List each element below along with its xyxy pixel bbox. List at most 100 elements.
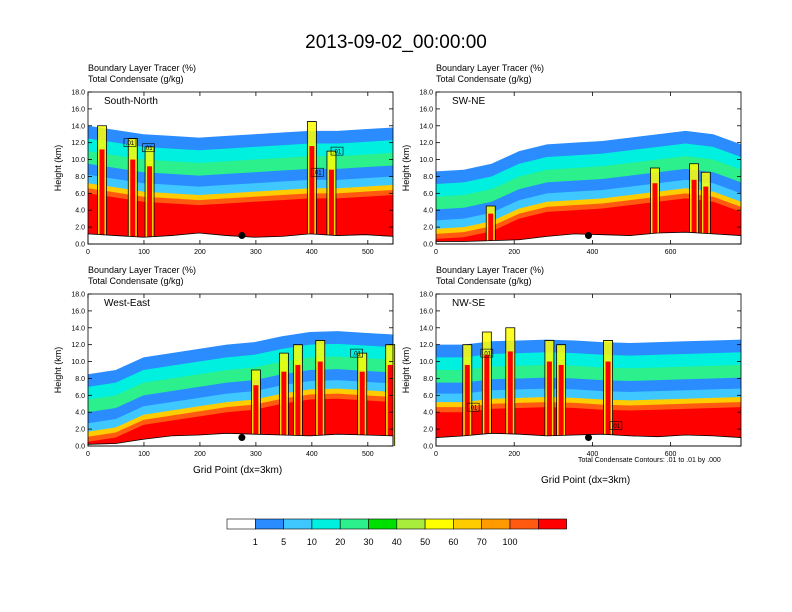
contour-label-box — [480, 348, 494, 358]
y-tick-label: 2.0 — [423, 225, 433, 232]
colorbar-swatch — [424, 518, 454, 530]
contour-label-box — [609, 421, 623, 431]
contour-label-box — [311, 167, 324, 177]
y-tick-label: 6.0 — [75, 393, 85, 400]
colorbar-swatch — [453, 518, 482, 530]
location-marker — [238, 232, 246, 240]
colorbar-swatch — [226, 518, 256, 530]
panel-south-north: Boundary Layer Tracer (%) Total Condensa… — [30, 60, 400, 270]
panel-title: SW-NE — [452, 96, 485, 107]
colorbar-swatch — [537, 518, 567, 530]
total-condensate-label: Total Condensate (g/kg) — [436, 74, 532, 84]
convective-tower-core — [359, 371, 365, 446]
y-tick-label: 10.0 — [71, 157, 85, 164]
y-tick-label: 0.0 — [75, 242, 85, 249]
contour-label: .01 — [313, 171, 322, 177]
colorbar-swatch — [311, 518, 341, 530]
y-tick-label: 14.0 — [71, 123, 85, 130]
x-tick-label: 400 — [306, 249, 318, 256]
convective-tower-core — [605, 361, 611, 446]
x-tick-label: 200 — [508, 249, 520, 256]
panel-field-labels: Boundary Layer Tracer (%) Total Condensa… — [88, 63, 196, 85]
condensate-contour — [357, 352, 368, 446]
y-tick-label: 16.0 — [71, 308, 85, 315]
colorbar-swatch — [368, 518, 398, 530]
colorbar-swatch — [283, 518, 313, 530]
y-tick-label: 18.0 — [419, 90, 433, 97]
location-marker — [238, 434, 246, 442]
convective-tower-core — [317, 361, 323, 446]
y-tick-label: 18.0 — [419, 292, 433, 299]
y-tick-label: 6.0 — [75, 191, 85, 198]
contour-label: .01 — [333, 150, 342, 156]
south-north-plot: .01 .01 .01 .01 0.0 2.0 4.0 6.0 8.0 10.0 12.0 14.0 1… — [53, 90, 394, 256]
total-condensate-label: Total Condensate (g/kg) — [436, 276, 532, 286]
x-axis-label: Grid Point (dx=3km) — [541, 475, 631, 486]
x-tick-label: 600 — [665, 249, 677, 256]
y-tick-label: 2.0 — [75, 427, 85, 434]
convective-tower-core — [130, 159, 136, 244]
y-tick-label: 18.0 — [71, 90, 85, 97]
condensate-contour — [603, 340, 613, 446]
x-tick-label: 0 — [86, 451, 90, 458]
x-tick-label: 200 — [194, 249, 206, 256]
x-tick-label: 0 — [434, 451, 438, 458]
x-tick-label: 400 — [587, 451, 599, 458]
x-tick-label: 400 — [306, 451, 318, 458]
colorbar-swatch — [396, 518, 426, 530]
colorbar-label: 1 — [253, 537, 258, 547]
colorbar-label: 70 — [477, 537, 487, 547]
y-tick-label: 6.0 — [423, 191, 433, 198]
condensate-contour — [315, 340, 326, 446]
convective-tower-core — [295, 364, 301, 446]
convective-tower-core — [488, 213, 494, 244]
y-axis-label: Height (km) — [401, 145, 411, 192]
x-tick-label: 400 — [587, 249, 599, 256]
contour-label-box — [466, 402, 480, 412]
x-tick-label: 300 — [250, 451, 262, 458]
y-tick-label: 12.0 — [419, 140, 433, 147]
condensate-contour — [505, 327, 516, 446]
condensate-contour — [689, 163, 699, 244]
sw-ne-plot: 0.0 2.0 4.0 6.0 8.0 10.0 12.0 14.0 16.0 18.0 0 200 4… — [401, 90, 742, 256]
condensate-contour — [250, 369, 261, 446]
x-tick-label: 100 — [138, 451, 150, 458]
panel-field-labels: Boundary Layer Tracer (%) Total Condensa… — [88, 265, 196, 287]
convective-tower-core — [99, 149, 105, 244]
plot-frame — [87, 293, 394, 447]
y-axis-label: Height (km) — [401, 347, 411, 394]
boundary-layer-tracer-label: Boundary Layer Tracer (%) — [88, 265, 197, 275]
colorbar-label: 5 — [281, 537, 286, 547]
y-tick-label: 10.0 — [419, 359, 433, 366]
contour-label-box — [142, 143, 155, 153]
panel-title: NW-SE — [452, 298, 485, 309]
convective-tower-core — [558, 364, 564, 446]
contour-label: .01 — [144, 146, 153, 152]
main-title: 2013-09-02_00:00:00 — [305, 32, 487, 53]
condensate-contour — [700, 171, 711, 244]
condensate-contour — [144, 146, 155, 244]
contour-label-box — [330, 146, 344, 156]
colorbar-label: 10 — [307, 537, 317, 547]
convective-tower-core — [253, 385, 259, 446]
condensate-contour — [650, 167, 660, 244]
convective-tower-core — [147, 166, 153, 244]
x-tick-label: 500 — [362, 249, 374, 256]
y-tick-label: 10.0 — [419, 157, 433, 164]
y-tick-label: 14.0 — [419, 325, 433, 332]
condensate-contour — [292, 344, 303, 446]
x-tick-label: 500 — [362, 451, 374, 458]
west-east-plot: .01 0.0 2.0 4.0 6.0 8.0 10.0 12.0 14.0 16.0 18.0 0 1… — [53, 292, 396, 458]
y-tick-label: 0.0 — [423, 242, 433, 249]
y-tick-label: 12.0 — [419, 342, 433, 349]
y-tick-label: 18.0 — [71, 292, 85, 299]
boundary-layer-tracer-label: Boundary Layer Tracer (%) — [436, 265, 545, 275]
condensate-contour — [278, 352, 289, 446]
contour-note: Total Condensate Contours: .01 to .01 by… — [578, 457, 721, 464]
x-tick-label: 300 — [250, 249, 262, 256]
x-axis-label: Grid Point (dx=3km) — [193, 465, 283, 476]
panel-field-labels: Boundary Layer Tracer (%) Total Condensa… — [436, 265, 544, 287]
convective-tower-core — [703, 186, 709, 244]
location-marker — [585, 434, 592, 442]
colorbar-swatch — [481, 518, 511, 530]
